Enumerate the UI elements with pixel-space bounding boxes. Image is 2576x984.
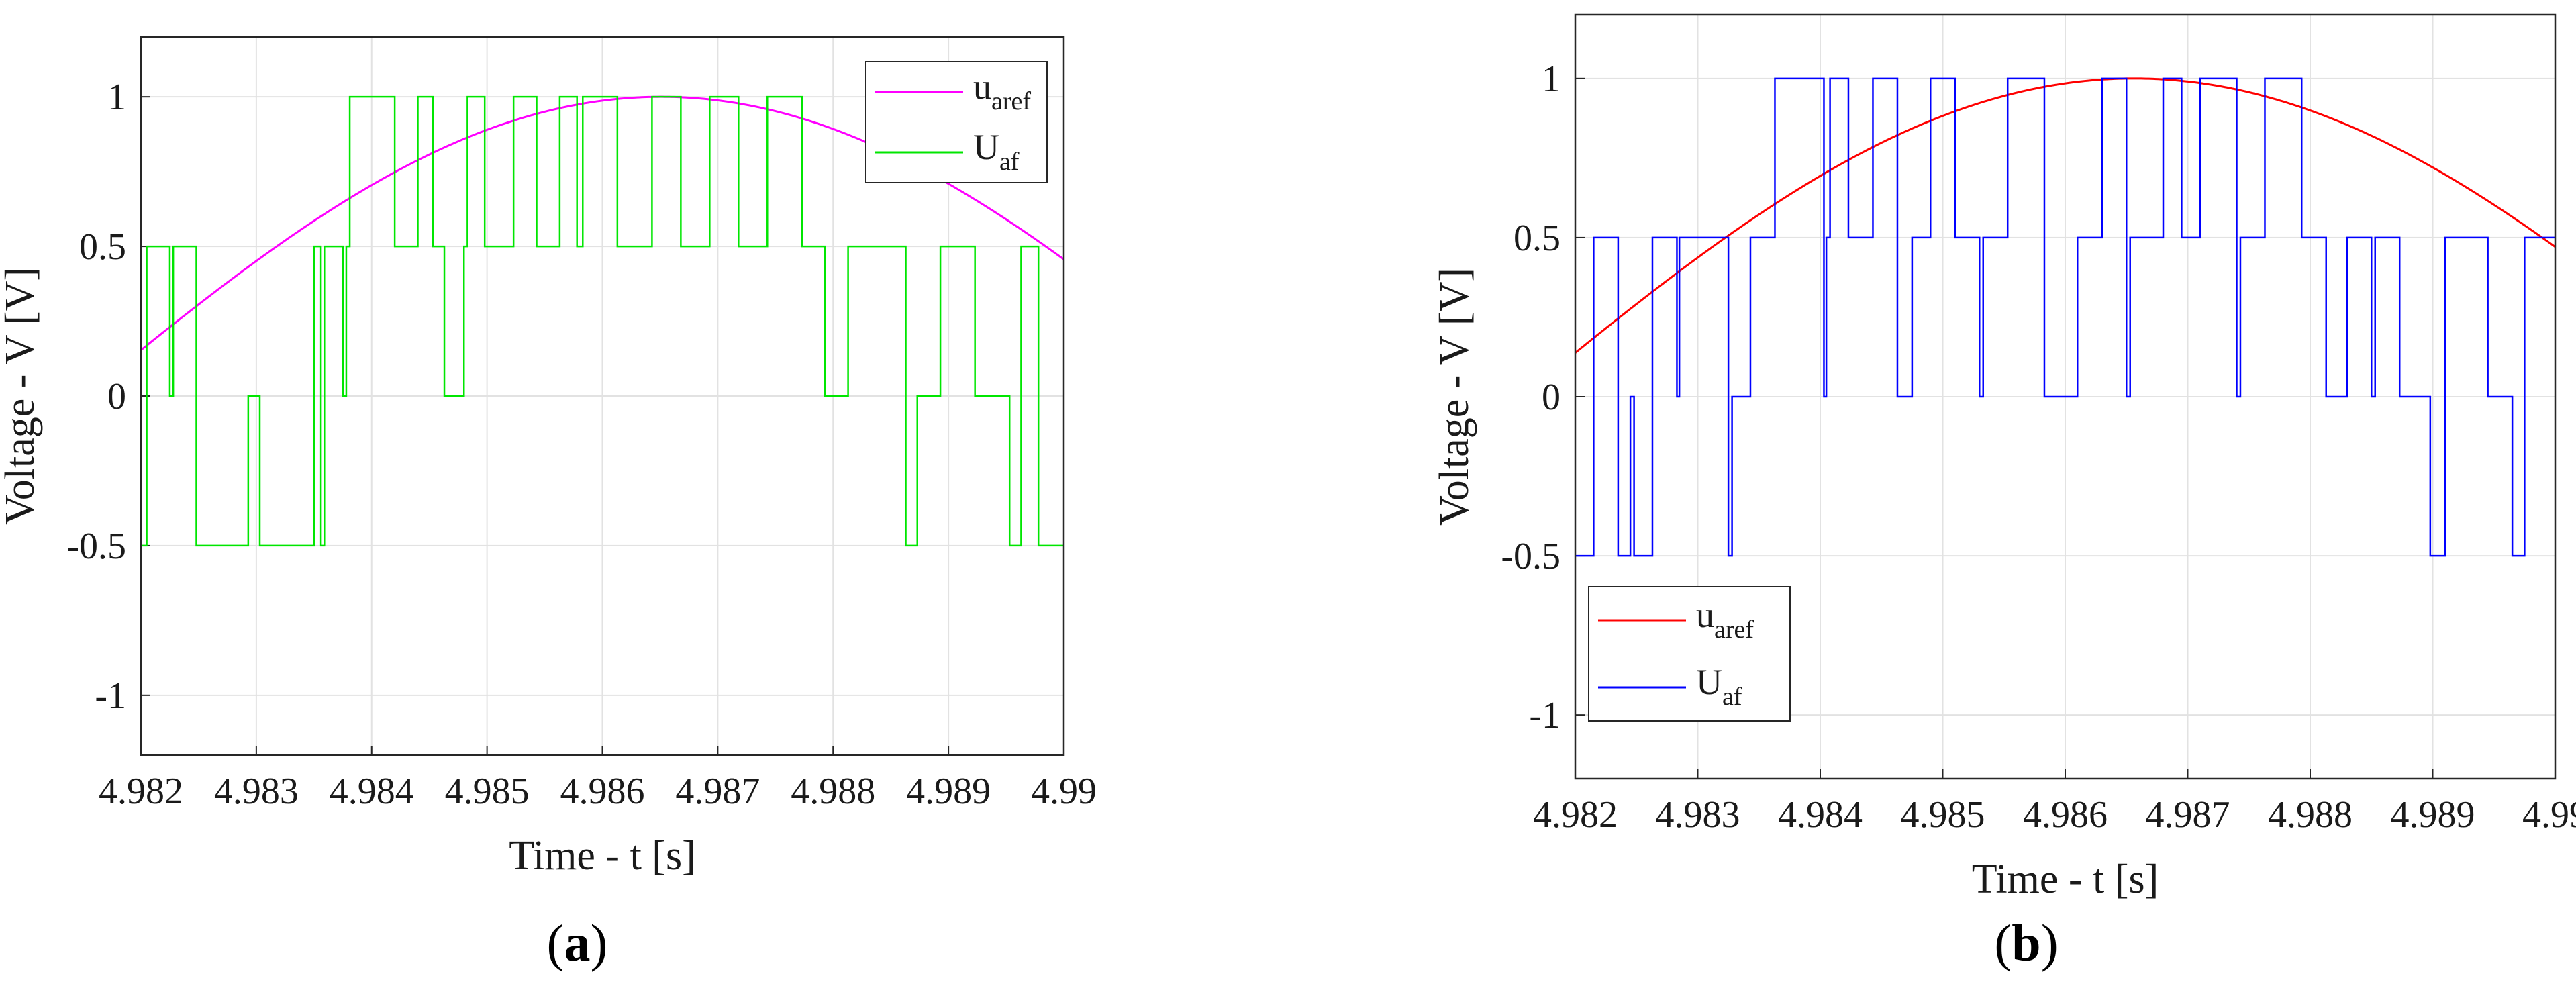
y-tick-label: -0.5 <box>66 526 126 567</box>
x-tick-label: 4.984 <box>330 771 414 812</box>
legend-label: uaref <box>1696 595 1754 644</box>
x-tick-label: 4.989 <box>906 771 991 812</box>
x-tick-label: 4.986 <box>560 771 645 812</box>
x-tick-label: 4.987 <box>2146 794 2230 836</box>
x-tick-label: 4.985 <box>1901 794 1985 836</box>
x-tick-label: 4.982 <box>1533 794 1618 836</box>
x-tick-label: 4.987 <box>675 771 760 812</box>
legend-label: uaref <box>973 66 1031 115</box>
caption-b: (b) <box>1959 913 2093 973</box>
chart-b: 4.982 4.983 4.984 4.985 4.986 4.987 4.988 4.989… <box>1432 13 2576 902</box>
legend-label: Uaf <box>973 127 1020 176</box>
y-tick-label: -1 <box>95 675 126 717</box>
y-tick-label: 0 <box>107 376 126 417</box>
caption-letter: b <box>2012 914 2041 972</box>
y-tick-label: -0.5 <box>1501 536 1561 577</box>
y-tick-label: 1 <box>107 77 126 118</box>
x-tick-label: 4.982 <box>99 771 183 812</box>
legend-box <box>1588 586 1791 722</box>
series-line-uaf <box>1575 77 2555 557</box>
panel-a: 4.982 4.983 4.984 4.985 4.986 4.987 4.988 4.989… <box>0 36 1097 973</box>
y-tick-label: -1 <box>1529 695 1561 736</box>
legend-label: Uaf <box>1696 662 1742 711</box>
y-tick-label: 1 <box>1542 58 1561 100</box>
y-tick-label: 0.5 <box>1514 217 1561 259</box>
x-axis-label: Time - t [s] <box>1972 856 2159 902</box>
x-tick-label: 4.984 <box>1778 794 1863 836</box>
x-axis-label: Time - t [s] <box>509 833 695 879</box>
x-tick-label: 4.988 <box>2268 794 2352 836</box>
caption-open: ( <box>546 914 564 972</box>
legend-box <box>865 61 1048 183</box>
legend: uaref Uaf <box>1588 586 1791 722</box>
caption-close: ) <box>2040 914 2059 972</box>
axes-box <box>1574 13 2557 780</box>
caption-a: (a) <box>510 913 644 973</box>
caption-letter: a <box>564 914 591 972</box>
x-tick-label: 4.985 <box>445 771 530 812</box>
x-tick-label: 4.99 <box>1031 771 1097 812</box>
x-tick-label: 4.99 <box>2522 794 2576 836</box>
series-line-uaf <box>141 95 1064 547</box>
caption-open: ( <box>1994 914 2012 972</box>
y-axis-label: Voltage - V [V] <box>1432 268 1477 526</box>
x-tick-label: 4.986 <box>2023 794 2108 836</box>
x-tick-label: 4.983 <box>1656 794 1740 836</box>
y-tick-label: 0.5 <box>79 226 126 268</box>
x-tick-label: 4.983 <box>214 771 299 812</box>
legend: uaref Uaf <box>865 61 1048 183</box>
x-tick-label: 4.989 <box>2391 794 2475 836</box>
x-tick-label: 4.988 <box>791 771 875 812</box>
chart-a: 4.982 4.983 4.984 4.985 4.986 4.987 4.988 4.989… <box>0 36 1097 879</box>
panel-b: 4.982 4.983 4.984 4.985 4.986 4.987 4.988 4.989… <box>1288 0 2576 984</box>
series-line-uaref <box>1575 77 2555 354</box>
y-tick-label: 0 <box>1542 377 1561 418</box>
axes-box <box>140 36 1065 756</box>
caption-close: ) <box>590 914 608 972</box>
y-axis-label: Voltage - V [V] <box>0 267 43 525</box>
